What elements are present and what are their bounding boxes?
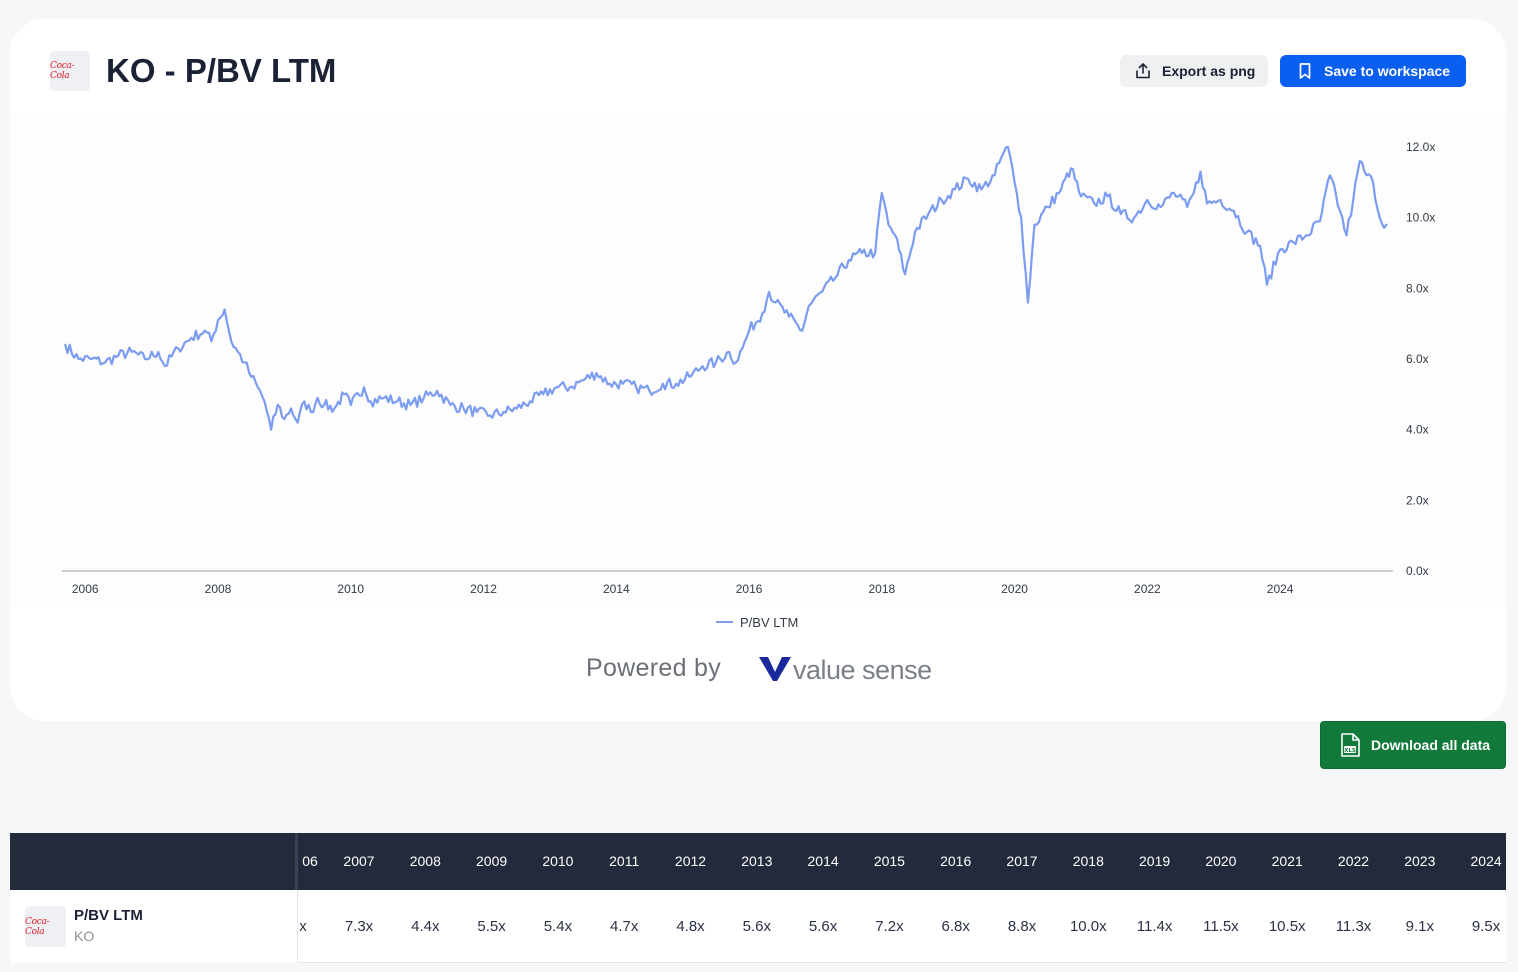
y-tick-label: 4.0x xyxy=(1406,423,1429,437)
year-header-partial: 06 xyxy=(302,853,318,869)
year-header-2007: 2007 xyxy=(343,853,375,869)
year-header-2013: 2013 xyxy=(741,853,773,869)
value-sense-logo-icon xyxy=(759,657,791,681)
year-header-2024: 2024 xyxy=(1470,853,1502,869)
year-header-2018: 2018 xyxy=(1072,853,1104,869)
value-cell-2013: 5.6x xyxy=(742,918,771,935)
value-cell-2009: 5.5x xyxy=(477,918,506,935)
x-tick-label: 2024 xyxy=(1267,582,1294,596)
value-cell-2015: 7.2x xyxy=(875,918,904,935)
row-ticker: KO xyxy=(74,928,95,944)
year-header-2009: 2009 xyxy=(476,853,508,869)
year-header-2010: 2010 xyxy=(542,853,574,869)
save-to-workspace-button[interactable]: Save to workspace xyxy=(1280,55,1466,87)
x-tick-label: 2018 xyxy=(868,582,895,596)
year-header-2017: 2017 xyxy=(1006,853,1038,869)
save-label: Save to workspace xyxy=(1324,63,1451,79)
y-tick-label: 10.0x xyxy=(1406,211,1435,225)
value-cell-2014: 5.6x xyxy=(808,918,838,935)
x-tick-label: 2006 xyxy=(72,582,99,596)
download-all-data-button[interactable]: XLS Download all data xyxy=(1320,721,1506,769)
data-table: 06 2007 2008 2009 2010 2011 2012 2013 2014 2015 2… xyxy=(10,833,1506,963)
year-header-2021: 2021 xyxy=(1271,853,1303,869)
x-axis-ticks: 2006 2008 2010 2012 2014 2016 2018 2020 2022 2024 xyxy=(72,582,1294,596)
logo-text: Coca-Cola xyxy=(50,61,75,81)
value-cell-2024: 9.5x xyxy=(1471,918,1501,935)
page-title: KO - P/BV LTM xyxy=(106,52,337,89)
svg-text:XLS: XLS xyxy=(1344,748,1356,754)
year-header-2008: 2008 xyxy=(409,853,441,869)
value-cell-2020: 11.5x xyxy=(1203,918,1239,935)
brand-name: value sense xyxy=(793,655,932,685)
y-axis-ticks: 0.0x 2.0x 4.0x 6.0x 8.0x 10.0x 12.0x xyxy=(1406,140,1435,578)
row-logo-text: Coca-Cola xyxy=(25,916,50,937)
plot-background xyxy=(10,115,1506,605)
table-sticky-column: Coca-Cola P/BV LTM KO xyxy=(10,833,298,963)
x-tick-label: 2008 xyxy=(205,582,232,596)
year-header-2019: 2019 xyxy=(1139,853,1171,869)
x-tick-label: 2014 xyxy=(603,582,630,596)
legend[interactable]: P/BV LTM xyxy=(716,615,798,630)
value-cell-2021: 10.5x xyxy=(1268,918,1306,935)
xls-file-icon: XLS xyxy=(1341,733,1360,757)
x-tick-label: 2012 xyxy=(470,582,497,596)
x-tick-label: 2022 xyxy=(1134,582,1161,596)
value-cell-2007: 7.3x xyxy=(344,918,374,935)
value-cell-2016: 6.8x xyxy=(941,918,970,935)
x-tick-label: 2016 xyxy=(736,582,763,596)
value-cell-2017: 8.8x xyxy=(1007,918,1037,935)
x-tick-label: 2020 xyxy=(1001,582,1028,596)
value-cell-partial: x xyxy=(299,918,307,935)
value-cell-2010: 5.4x xyxy=(543,918,573,935)
x-tick-label: 2010 xyxy=(337,582,364,596)
row-metric-name: P/BV LTM xyxy=(74,907,143,924)
value-cell-2011: 4.7x xyxy=(610,918,639,935)
year-header-2011: 2011 xyxy=(609,853,640,869)
value-cell-2019: 11.4x xyxy=(1136,918,1173,935)
year-header-2015: 2015 xyxy=(873,853,905,869)
value-cell-2008: 4.4x xyxy=(411,918,440,935)
value-cell-2023: 9.1x xyxy=(1405,918,1434,935)
value-cell-2012: 4.8x xyxy=(676,918,705,935)
year-header-2016: 2016 xyxy=(940,853,972,869)
y-tick-label: 6.0x xyxy=(1406,352,1429,366)
series-line-pbv-ltm xyxy=(64,145,1388,431)
sticky-header-cell xyxy=(10,833,298,890)
year-header-2014: 2014 xyxy=(807,853,839,869)
company-logo: Coca-Cola xyxy=(50,51,90,91)
export-png-button[interactable]: Export as png xyxy=(1120,55,1268,87)
powered-by-text: Powered by xyxy=(586,654,722,682)
value-cell-2018: 10.0x xyxy=(1069,918,1107,935)
year-header-2020: 2020 xyxy=(1205,853,1237,869)
y-tick-label: 12.0x xyxy=(1406,140,1435,154)
year-header-2023: 2023 xyxy=(1404,853,1436,869)
y-tick-label: 2.0x xyxy=(1406,493,1429,507)
row-company-logo: Coca-Cola xyxy=(25,906,66,947)
value-cell-2022: 11.3x xyxy=(1335,918,1372,935)
legend-label: P/BV LTM xyxy=(740,615,798,630)
bookmark-icon xyxy=(1299,63,1311,79)
download-label: Download all data xyxy=(1371,737,1491,753)
sticky-row-cell: Coca-Cola P/BV LTM KO xyxy=(10,890,298,963)
year-header-2022: 2022 xyxy=(1337,853,1370,869)
year-header-2012: 2012 xyxy=(674,853,707,869)
y-tick-label: 8.0x xyxy=(1406,281,1429,295)
export-label: Export as png xyxy=(1162,63,1256,79)
export-icon xyxy=(1136,63,1150,79)
y-tick-label: 0.0x xyxy=(1406,564,1429,578)
